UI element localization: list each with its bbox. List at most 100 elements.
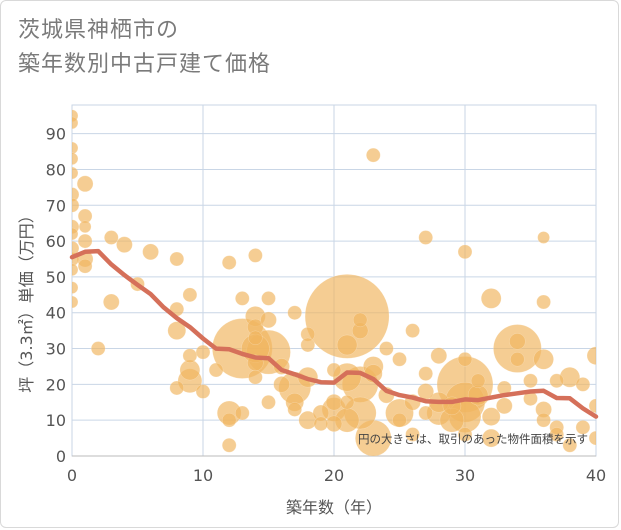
data-point [352, 312, 368, 328]
data-point [457, 244, 473, 260]
data-point [72, 187, 80, 202]
y-tick-label: 40 [46, 304, 66, 323]
data-point [481, 407, 501, 426]
data-point [208, 362, 224, 378]
x-tick-label: 40 [586, 466, 606, 485]
data-point [78, 220, 92, 234]
data-point [392, 412, 407, 428]
data-point [457, 352, 473, 367]
data-point [248, 369, 263, 385]
data-point [405, 323, 420, 338]
x-axis-label: 築年数（年） [286, 498, 382, 517]
bubble-size-note: 円の大きさは、取引のあった物件面積を示す [358, 432, 588, 446]
data-point [72, 116, 79, 130]
data-point [248, 248, 263, 263]
data-point [523, 373, 538, 389]
data-point [509, 333, 526, 350]
data-point [533, 349, 554, 370]
trend-line [69, 248, 599, 419]
data-point [77, 233, 93, 249]
chart-title-line1: 茨城県神栖市の [18, 18, 180, 43]
data-point [457, 427, 473, 442]
data-point [325, 394, 343, 411]
data-point [235, 291, 250, 306]
data-point [481, 428, 501, 448]
data-point [72, 198, 80, 213]
data-point [379, 341, 394, 356]
data-point [260, 311, 277, 329]
data-point [586, 346, 596, 365]
tick-labels: 0 10 20 30 40 0 10 20 30 40 50 60 70 80 90 [46, 125, 607, 485]
y-axis-label: 坪（3.3㎡）単価（万円） [17, 207, 36, 392]
x-tick-label: 30 [455, 466, 475, 485]
data-point [90, 341, 106, 356]
data-point [76, 175, 94, 193]
bubble-layer [72, 109, 596, 456]
data-point [418, 405, 433, 421]
y-tick-label: 50 [46, 268, 66, 287]
data-point [179, 359, 201, 381]
data-point [235, 405, 250, 421]
data-point [142, 243, 159, 261]
data-point [72, 227, 79, 241]
data-point [304, 274, 390, 359]
data-point [537, 231, 550, 244]
data-point [221, 412, 237, 428]
y-tick-label: 30 [46, 340, 66, 359]
data-point [313, 416, 329, 432]
y-tick-label: 70 [46, 196, 66, 215]
data-point [221, 438, 237, 453]
data-point [273, 376, 290, 393]
data-point [510, 352, 525, 367]
y-tick-label: 80 [46, 160, 66, 179]
data-point [72, 263, 79, 277]
data-point [366, 147, 381, 163]
data-point [103, 293, 120, 311]
data-point [167, 321, 187, 340]
data-point [287, 402, 302, 417]
data-point [588, 398, 596, 414]
y-tick-label: 60 [46, 232, 66, 251]
y-tick-label: 0 [56, 447, 66, 466]
data-point [261, 291, 276, 306]
data-point [392, 352, 407, 367]
data-point [248, 330, 263, 346]
data-point [72, 166, 79, 180]
data-point [549, 427, 564, 442]
y-tick-label: 90 [46, 125, 66, 144]
data-point [182, 287, 198, 303]
data-point [261, 395, 276, 410]
data-point [480, 288, 502, 309]
data-point [169, 380, 185, 396]
data-point [575, 420, 591, 435]
data-point [417, 383, 434, 400]
data-point [195, 344, 211, 360]
data-point [72, 241, 80, 256]
data-point [562, 438, 578, 453]
x-tick-label: 10 [193, 466, 213, 485]
data-point [195, 384, 211, 399]
data-point [287, 305, 302, 320]
data-point [336, 334, 358, 356]
data-point [470, 373, 486, 389]
data-point [536, 412, 551, 428]
data-point [339, 395, 355, 410]
y-tick-label: 20 [46, 375, 66, 394]
chart-title: 茨城県神栖市の 築年数別中古戸建て価格 [18, 14, 271, 82]
chart-title-line2: 築年数別中古戸建て価格 [18, 52, 272, 77]
data-point [418, 366, 433, 381]
trend-line-layer [69, 248, 599, 419]
data-point [72, 295, 79, 309]
data-point [325, 415, 343, 433]
data-point [575, 377, 591, 392]
data-point [169, 251, 185, 267]
x-tick-label: 20 [324, 466, 344, 485]
data-point [72, 281, 79, 294]
data-point [182, 348, 198, 363]
data-point [430, 347, 448, 364]
data-point [104, 230, 119, 245]
data-point [405, 427, 420, 442]
data-point [496, 397, 513, 415]
